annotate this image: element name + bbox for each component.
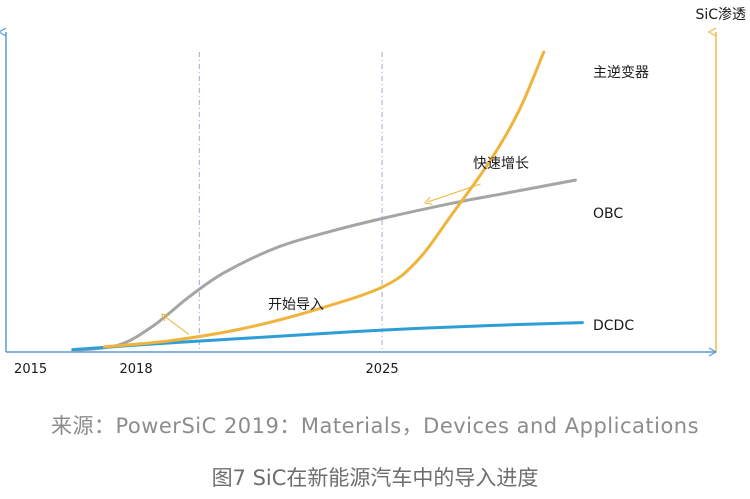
series-label-obc: OBC bbox=[593, 206, 623, 222]
chart: SiC渗透 主逆变器 OBC DCDC 快速增长 开始导入 2015 2018 … bbox=[0, 7, 746, 377]
x-tick-label-2025: 2025 bbox=[366, 362, 399, 377]
series-label-dcdc: DCDC bbox=[593, 318, 634, 334]
x-tick-label-2015: 2015 bbox=[14, 362, 47, 377]
series-label-main-inverter: 主逆变器 bbox=[593, 65, 649, 81]
annotation-arrow-growth bbox=[428, 183, 481, 202]
annotation-label-start: 开始导入 bbox=[268, 297, 324, 313]
x-tick-label-2018: 2018 bbox=[120, 362, 153, 377]
series-line-dcdc bbox=[71, 321, 584, 352]
annotation-label-growth: 快速增长 bbox=[473, 156, 529, 172]
source-note: 来源：PowerSiC 2019：Materials，Devices and A… bbox=[50, 414, 700, 438]
series-line-main-inverter bbox=[102, 50, 546, 349]
figure-caption: 图7 SiC在新能源汽车中的导入进度 bbox=[211, 466, 539, 490]
y-axis-right-label: SiC渗透 bbox=[695, 7, 746, 23]
annotation-arrow-start bbox=[164, 316, 190, 335]
series-line-obc bbox=[71, 178, 577, 352]
